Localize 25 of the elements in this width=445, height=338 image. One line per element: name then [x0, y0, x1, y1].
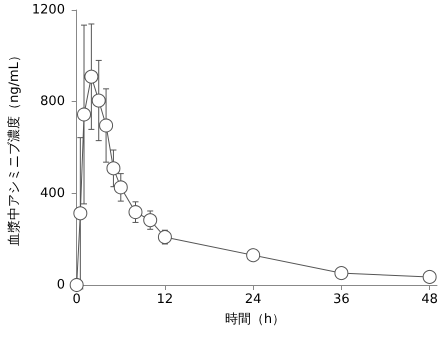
point	[106, 161, 120, 176]
point	[84, 70, 98, 84]
point	[158, 230, 172, 244]
x-tick-label: 12	[156, 292, 174, 307]
point	[70, 278, 84, 292]
x-tick-label: 24	[244, 292, 262, 307]
y-tick-label: 800	[40, 94, 65, 110]
point	[246, 248, 260, 262]
point	[114, 180, 128, 194]
point	[73, 206, 88, 220]
y-tick-label: 1200	[32, 2, 65, 18]
point	[99, 118, 114, 132]
point	[92, 94, 106, 108]
point	[334, 266, 348, 280]
point	[422, 270, 437, 284]
point	[77, 108, 92, 122]
y-axis-title: 血漿中アシミニブ濃度（ng/mL）	[6, 49, 22, 246]
x-tick-label: 48	[421, 292, 438, 307]
point	[128, 205, 142, 220]
point	[143, 213, 158, 228]
y-tick-label: 0	[56, 278, 65, 292]
y-tick-label: 400	[40, 186, 65, 201]
x-axis-title: 時間（h）	[224, 312, 286, 327]
x-tick-label: 36	[333, 292, 350, 307]
x-tick-label: 0	[72, 292, 81, 307]
